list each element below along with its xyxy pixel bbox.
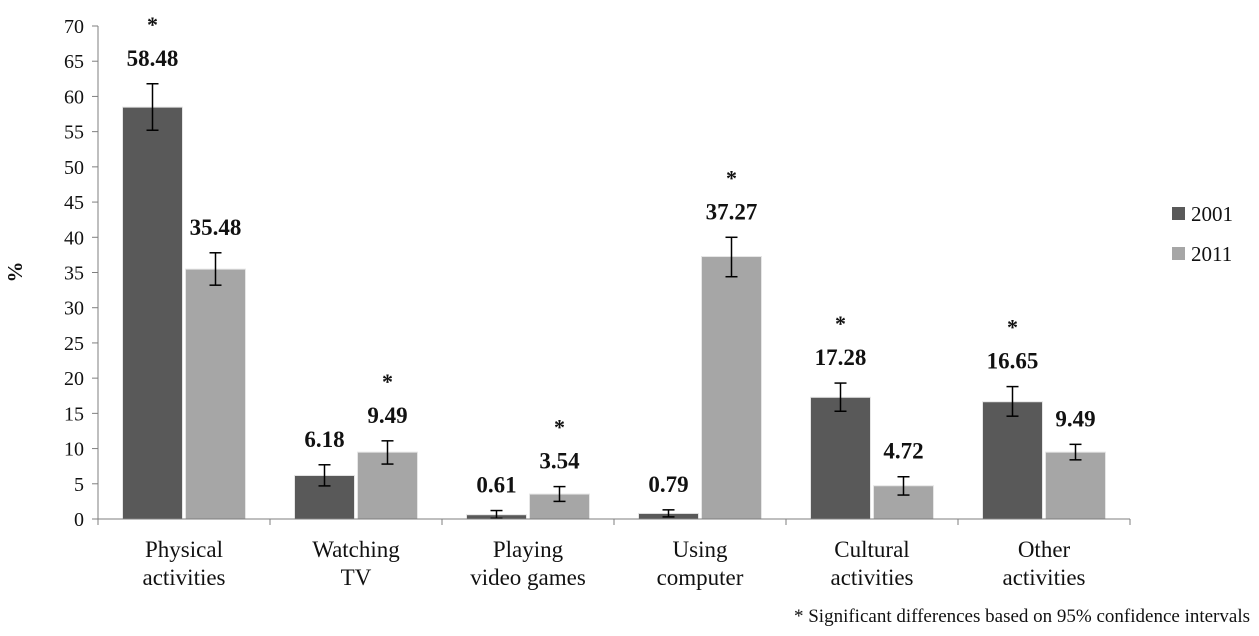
y-tick-label: 60	[64, 86, 84, 108]
x-category-label: video games	[470, 565, 586, 590]
data-label: 37.27	[706, 199, 758, 224]
x-category-label: Watching	[312, 537, 400, 562]
bar-2011-5	[1045, 451, 1106, 520]
legend: 2001 2011	[1172, 202, 1233, 266]
data-label: 9.49	[1055, 406, 1095, 431]
x-category-label: Using	[673, 537, 728, 562]
data-label: 4.72	[883, 439, 923, 464]
x-category-label: Other	[1018, 537, 1071, 562]
x-category-label: TV	[341, 565, 372, 590]
legend-swatch-2011	[1172, 247, 1185, 260]
y-tick-label: 45	[64, 192, 84, 214]
significance-star: *	[835, 311, 846, 336]
data-label: 17.28	[815, 345, 867, 370]
bar-2001-4	[810, 396, 871, 520]
data-label: 6.18	[304, 427, 344, 452]
error-bars	[146, 83, 1082, 520]
legend-label: 2011	[1191, 242, 1232, 266]
bar-2001-5	[982, 401, 1043, 520]
data-labels: 58.48 6.18 0.61 0.79 17.28 16.65 35.48 9.49 3.54…	[127, 12, 1096, 498]
x-axis: Physical activities Watching TV Playing video…	[97, 518, 1131, 590]
data-label: 0.79	[648, 472, 688, 497]
x-category-label: activities	[1002, 565, 1085, 590]
y-tick-label: 30	[64, 298, 84, 320]
y-tick-label: 20	[64, 368, 84, 390]
legend-label: 2001	[1191, 202, 1233, 226]
data-label: 0.61	[476, 473, 516, 498]
footnote: * Significant differences based on 95% c…	[794, 606, 1250, 627]
bar-2011-3	[701, 256, 762, 520]
y-tick-label: 25	[64, 333, 84, 355]
y-tick-label: 0	[74, 509, 84, 531]
data-label: 9.49	[367, 403, 407, 428]
y-axis: 0 5 10 15 20 25 30 35 40 45 50 55 60 65 70	[64, 16, 99, 531]
bars	[122, 106, 1106, 520]
legend-swatch-2001	[1172, 207, 1185, 220]
bar-2001-0	[122, 106, 183, 520]
x-category-label: activities	[830, 565, 913, 590]
significance-star: *	[382, 369, 393, 394]
y-tick-label: 35	[64, 263, 84, 285]
y-tick-label: 5	[74, 474, 84, 496]
x-category-label: activities	[142, 565, 225, 590]
x-category-label: Cultural	[834, 537, 909, 562]
x-category-label: computer	[657, 565, 744, 590]
y-tick-label: 55	[64, 122, 84, 144]
significance-star: *	[726, 165, 737, 190]
y-axis-label: %	[3, 262, 27, 283]
significance-star: *	[1007, 315, 1018, 340]
y-tick-label: 50	[64, 157, 84, 179]
bar-2011-0	[185, 268, 246, 520]
y-tick-label: 15	[64, 403, 84, 425]
x-category-label: Physical	[145, 537, 223, 562]
y-tick-label: 70	[64, 16, 84, 38]
data-label: 16.65	[987, 349, 1039, 374]
significance-star: *	[554, 415, 565, 440]
y-tick-label: 10	[64, 439, 84, 461]
y-tick-label: 65	[64, 51, 84, 73]
data-label: 3.54	[539, 449, 580, 474]
y-tick-label: 40	[64, 227, 84, 249]
data-label: 35.48	[190, 215, 242, 240]
x-category-label: Playing	[493, 537, 564, 562]
significance-star: *	[147, 12, 158, 37]
data-label: 58.48	[127, 46, 179, 71]
